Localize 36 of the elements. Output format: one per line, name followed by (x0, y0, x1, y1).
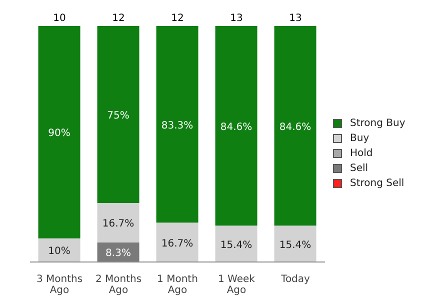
annotation: 13 (230, 13, 243, 24)
bar (215, 26, 258, 226)
annotation: 12 (171, 13, 184, 24)
x-tick-label: 3 Months Ago (36, 274, 83, 296)
bar (156, 222, 198, 262)
data-label: 90% (48, 128, 70, 140)
data-label: 15.4% (279, 240, 312, 251)
data-label: 83.3% (161, 120, 194, 132)
x-tick-label: 1 Month Ago (157, 274, 198, 296)
data-label: 84.6% (279, 122, 312, 133)
bar (274, 26, 316, 226)
data-label: 75% (107, 110, 130, 122)
data-label: 15.4% (220, 240, 252, 251)
x-tick-label: 1 Week Ago (218, 274, 256, 296)
text: Strong Buy (349, 116, 406, 130)
data-label: 8.3% (106, 248, 131, 260)
bar (274, 226, 316, 262)
bar (38, 238, 80, 262)
legend-label: Sell (349, 162, 370, 176)
data-label: 16.7% (161, 238, 194, 250)
bar (97, 26, 140, 203)
bar (156, 26, 198, 223)
data-label: 16.7% (102, 218, 134, 230)
bar (97, 203, 140, 242)
x-tick-label: Today (280, 274, 310, 285)
annotation: 12 (112, 13, 125, 24)
bar (38, 26, 80, 238)
legend-label: Hold (349, 146, 374, 160)
bar (215, 226, 258, 262)
annotation: 13 (289, 13, 302, 24)
data-label: 10% (48, 246, 70, 258)
legend-label: Strong Sell (349, 176, 406, 190)
annotation: 10 (53, 13, 66, 24)
x-tick-label: 2 Months Ago (95, 274, 142, 296)
legend-label: Buy (349, 132, 370, 146)
data-label: 84.6% (220, 122, 252, 133)
